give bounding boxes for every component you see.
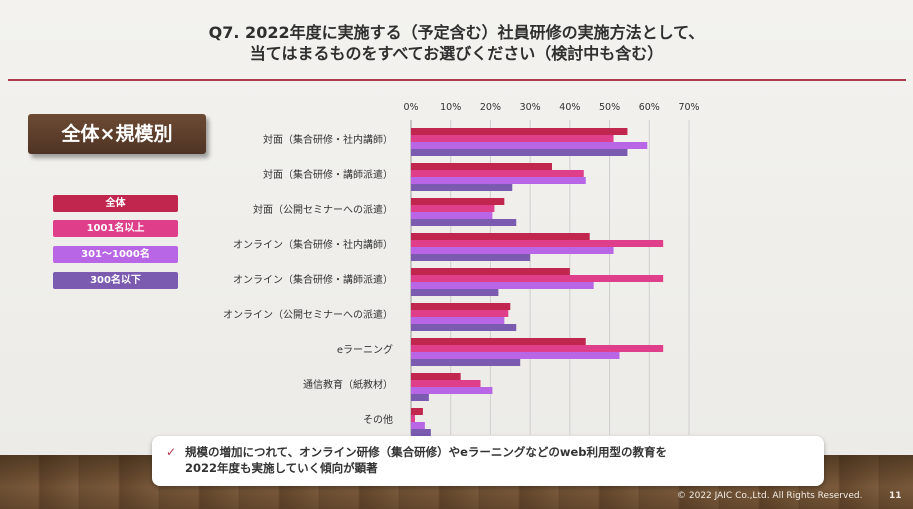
- x-tick-label: 0%: [403, 102, 418, 113]
- bar: [411, 268, 570, 275]
- bar: [411, 177, 586, 184]
- bar: [411, 275, 664, 282]
- slide-title-line-1: Q7. 2022年度に実施する（予定含む）社員研修の実施方法として、: [208, 23, 705, 42]
- bar: [411, 317, 505, 324]
- bar: [411, 170, 584, 177]
- bar: [411, 422, 425, 429]
- bar: [411, 135, 614, 142]
- bar: [411, 219, 517, 226]
- bar: [411, 359, 521, 366]
- legend-item-1001-plus: 1001名以上: [53, 220, 178, 237]
- callout-line-2: 2022年度も実施していく傾向が顕著: [185, 461, 378, 475]
- bar: [411, 373, 461, 380]
- legend-item-all: 全体: [53, 195, 178, 212]
- category-label: 対面（集合研修・講師派遣）: [263, 168, 393, 181]
- bar: [411, 184, 513, 191]
- legend-item-301-1000: 301〜1000名: [53, 246, 178, 263]
- bar: [411, 149, 628, 156]
- legend-item-300-below: 300名以下: [53, 272, 178, 289]
- bar: [411, 142, 648, 149]
- summary-callout: ✓ 規模の増加につれて、オンライン研修（集合研修）やeラーニングなどのweb利用…: [152, 436, 824, 486]
- bar: [411, 205, 495, 212]
- bar: [411, 408, 423, 415]
- x-tick-label: 40%: [559, 102, 580, 113]
- x-tick-label: 10%: [440, 102, 461, 113]
- page-number: 11: [889, 491, 902, 501]
- category-label: 対面（公開セミナーへの派遣）: [253, 203, 393, 216]
- bar: [411, 387, 493, 394]
- bar: [411, 233, 590, 240]
- x-tick-label: 20%: [480, 102, 501, 113]
- bar: [411, 212, 493, 219]
- segment-badge: 全体×規模別: [28, 114, 206, 154]
- x-tick-label: 60%: [639, 102, 660, 113]
- copyright: © 2022 JAIC Co.,Ltd. All Rights Reserved…: [677, 491, 863, 501]
- category-label: オンライン（集合研修・社内講師）: [233, 238, 393, 251]
- bar: [411, 163, 552, 170]
- bar: [411, 338, 586, 345]
- x-tick-label: 50%: [599, 102, 620, 113]
- bar: [411, 198, 505, 205]
- bar: [411, 289, 499, 296]
- bar: [411, 282, 594, 289]
- x-tick-label: 70%: [678, 102, 699, 113]
- bar: [411, 303, 511, 310]
- bar: [411, 352, 620, 359]
- x-tick-label: 30%: [520, 102, 541, 113]
- category-label: eラーニング: [337, 343, 393, 356]
- callout-line-1: 規模の増加につれて、オンライン研修（集合研修）やeラーニングなどのweb利用型の…: [185, 445, 668, 459]
- bar: [411, 240, 664, 247]
- category-label: その他: [363, 413, 393, 426]
- bar: [411, 254, 531, 261]
- bar: [411, 345, 664, 352]
- checkmark-icon: ✓: [166, 445, 177, 459]
- bar: [411, 380, 481, 387]
- category-label: オンライン（集合研修・講師派遣）: [233, 273, 393, 286]
- bar: [411, 310, 509, 317]
- bar: [411, 415, 415, 422]
- category-label: 通信教育（紙教材）: [303, 378, 393, 391]
- slide-title-line-2: 当てはまるものをすべてお選びください（検討中も含む）: [249, 44, 664, 63]
- bar: [411, 128, 628, 135]
- bar: [411, 394, 429, 401]
- bar: [411, 247, 614, 254]
- bar: [411, 324, 517, 331]
- bar: [411, 429, 431, 436]
- category-label: オンライン（公開セミナーへの派遣）: [223, 308, 393, 321]
- title-divider: [8, 79, 906, 81]
- category-label: 対面（集合研修・社内講師）: [263, 133, 393, 146]
